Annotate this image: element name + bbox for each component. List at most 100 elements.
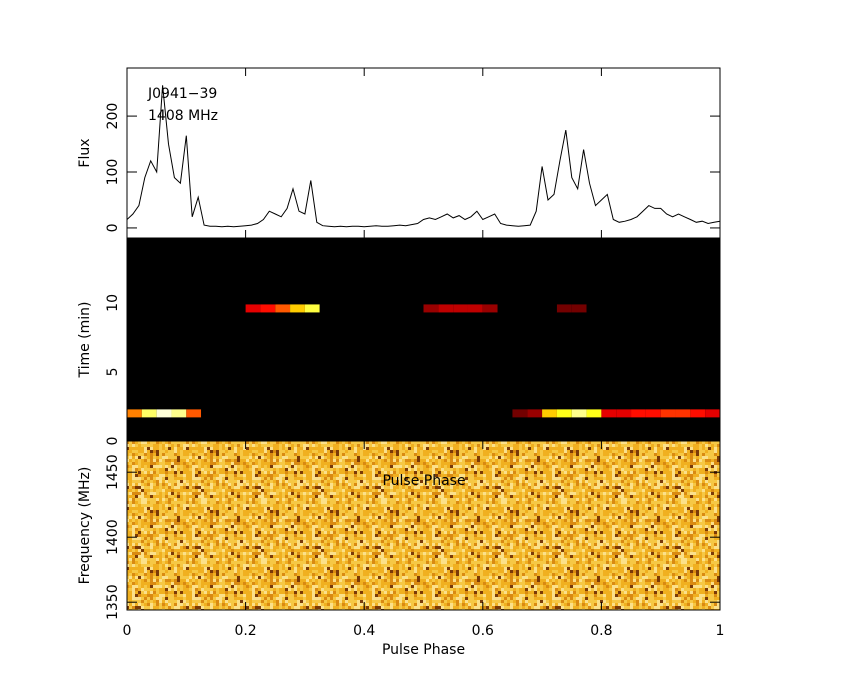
heatmap-cell — [512, 409, 528, 418]
heatmap-cell — [127, 304, 142, 313]
heatmap-cell — [201, 409, 216, 418]
heatmap-cell — [527, 304, 543, 313]
y-tick-label: 200 — [105, 103, 121, 130]
heatmap-cell — [497, 304, 513, 313]
y-tick-label: 0 — [105, 437, 121, 446]
y-tick-label: 0 — [105, 223, 121, 232]
spectrum-image — [127, 441, 720, 610]
heatmap-cell — [527, 409, 543, 418]
heatmap-cell — [393, 304, 409, 313]
heatmap-cell — [186, 409, 202, 418]
heatmap-cell — [482, 304, 498, 313]
heatmap-cell — [482, 409, 498, 418]
annotation: Pulse Phase — [382, 473, 465, 489]
heatmap-cell — [393, 409, 409, 418]
x-tick-label: 0.8 — [590, 623, 612, 639]
x-tick-label: 1 — [716, 623, 725, 639]
y-tick-label: 100 — [105, 159, 121, 186]
heatmap-cell — [467, 304, 483, 313]
y-tick-label: 1450 — [105, 454, 121, 490]
y-tick-label: 10 — [105, 294, 121, 312]
heatmap-cell — [556, 304, 572, 313]
heatmap-cell — [571, 409, 587, 418]
heatmap-cell — [275, 304, 291, 313]
heatmap-cell — [705, 304, 720, 313]
heatmap-cell — [631, 409, 646, 418]
heatmap-cell — [616, 304, 632, 313]
heatmap-cell — [438, 409, 454, 418]
heatmap-cell — [290, 304, 305, 313]
y-axis-label: Flux — [77, 138, 93, 167]
panel-frame — [126, 440, 721, 611]
heatmap-cell — [586, 409, 602, 418]
heatmap-cell — [156, 304, 172, 313]
heatmap-cell — [423, 409, 439, 418]
heatmap-cell — [349, 304, 365, 313]
heatmap-cell — [334, 304, 350, 313]
heatmap-cell — [631, 304, 646, 313]
heatmap-cell — [127, 409, 142, 418]
heatmap-cell — [186, 304, 202, 313]
heatmap-cell — [542, 409, 557, 418]
heatmap-cell — [171, 304, 187, 313]
heatmap-cell — [156, 409, 172, 418]
heatmap-cell — [705, 409, 720, 418]
heatmap-cell — [171, 409, 187, 418]
heatmap-cell — [645, 304, 661, 313]
heatmap-cell — [453, 304, 468, 313]
heatmap-background — [127, 238, 720, 441]
heatmap-cell — [467, 409, 483, 418]
heatmap-cell — [453, 409, 468, 418]
heatmap-cell — [230, 409, 246, 418]
heatmap-cell — [141, 304, 157, 313]
heatmap-cell — [319, 409, 335, 418]
heatmap-cell — [245, 409, 261, 418]
heatmap-cell — [319, 304, 335, 313]
profile-line — [127, 85, 720, 228]
heatmap-cell — [215, 409, 231, 418]
heatmap-cell — [304, 409, 320, 418]
heatmap-cell — [690, 409, 706, 418]
heatmap-cell — [141, 409, 157, 418]
y-tick-label: 1400 — [105, 519, 121, 555]
heatmap-cell — [260, 304, 276, 313]
heatmap-cell — [690, 304, 706, 313]
heatmap-cell — [542, 304, 557, 313]
heatmap-cell — [645, 409, 661, 418]
heatmap-cell — [245, 304, 261, 313]
heatmap-cell — [660, 304, 676, 313]
heatmap-cell — [290, 409, 305, 418]
heatmap-cell — [275, 409, 291, 418]
heatmap-cell — [438, 304, 454, 313]
x-axis-label: Pulse Phase — [382, 642, 465, 658]
annotation: 1408 MHz — [148, 108, 218, 124]
heatmap-cell — [260, 409, 276, 418]
heatmap-cell — [423, 304, 439, 313]
y-axis-label: Frequency (MHz) — [77, 467, 93, 585]
x-tick-label: 0.6 — [472, 623, 494, 639]
heatmap-cell — [571, 304, 587, 313]
heatmap-cell — [334, 409, 350, 418]
heatmap-cell — [512, 304, 528, 313]
heatmap-cell — [586, 304, 602, 313]
y-tick-label: 5 — [105, 367, 121, 376]
heatmap-cell — [379, 409, 394, 418]
heatmap-cell — [660, 409, 676, 418]
heatmap-cell — [497, 409, 513, 418]
annotation: J0941−39 — [147, 86, 217, 102]
heatmap-cell — [408, 304, 424, 313]
heatmap-cell — [408, 409, 424, 418]
heatmap-cell — [556, 409, 572, 418]
y-axis-label: Time (min) — [77, 301, 93, 378]
x-tick-label: 0.4 — [353, 623, 375, 639]
heatmap-cell — [601, 304, 617, 313]
heatmap-cell — [601, 409, 617, 418]
heatmap-cell — [616, 409, 632, 418]
heatmap-cell — [230, 304, 246, 313]
x-tick-label: 0 — [123, 623, 132, 639]
heatmap-cell — [675, 409, 691, 418]
y-tick-label: 1350 — [105, 584, 121, 620]
heatmap-cell — [215, 304, 231, 313]
